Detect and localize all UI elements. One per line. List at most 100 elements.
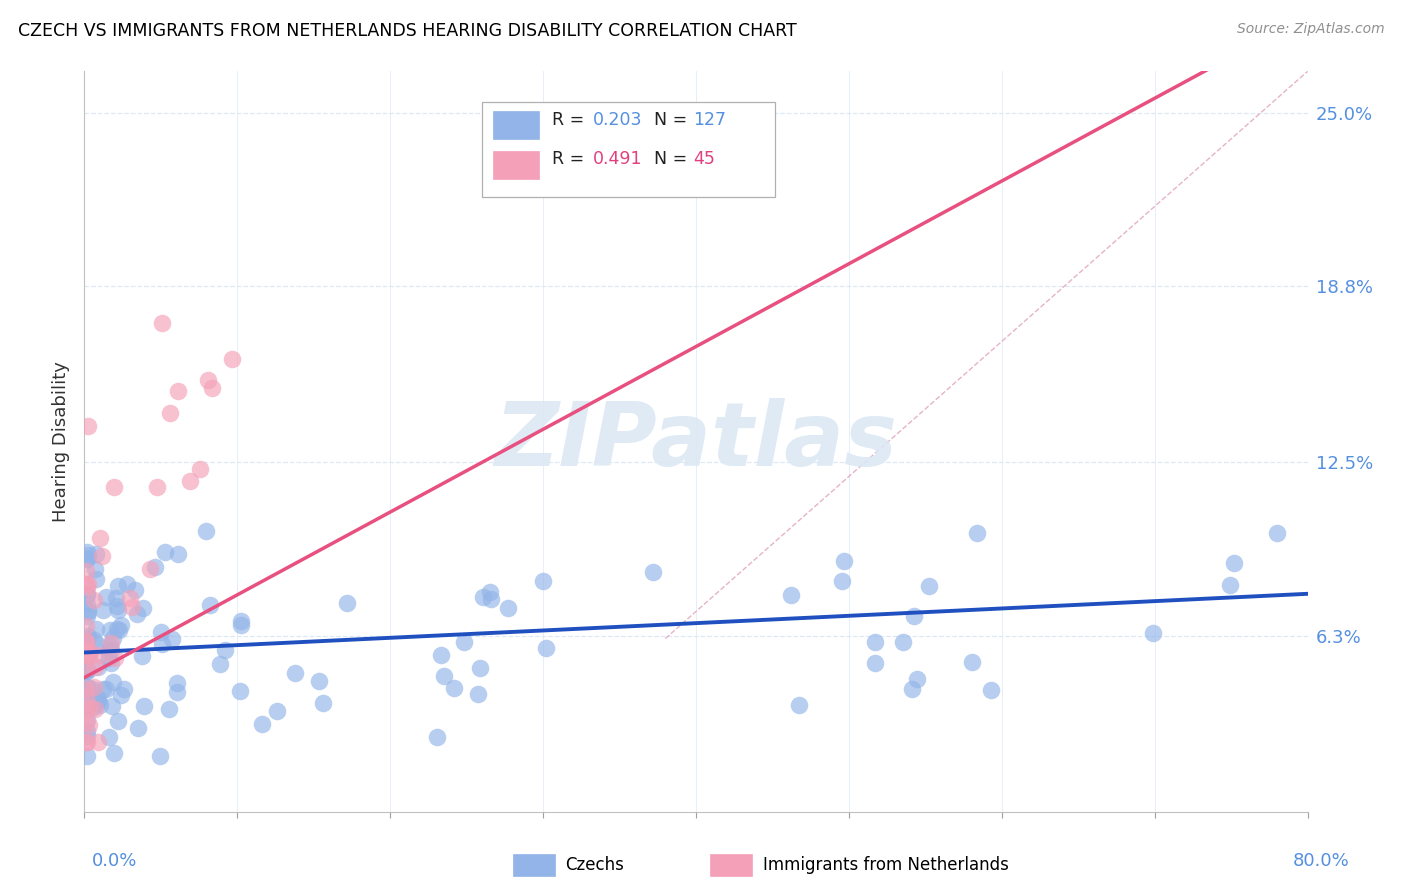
Point (534, 641, 557, 656)
Point (146, 480, 169, 494)
Point (84, 547, 107, 561)
Point (76, 663, 98, 677)
Point (470, 661, 492, 675)
Point (75, 618, 97, 632)
Point (188, 461, 211, 475)
Point (132, 699, 155, 714)
Point (901, 681, 924, 696)
Point (467, 687, 489, 701)
Text: CZECH VS IMMIGRANTS FROM NETHERLANDS HEARING DISABILITY CORRELATION CHART: CZECH VS IMMIGRANTS FROM NETHERLANDS HEA… (18, 22, 797, 40)
Text: R =: R = (551, 112, 589, 129)
Point (98, 623, 121, 637)
Text: 45: 45 (693, 151, 716, 169)
Point (77, 603, 100, 617)
Point (89, 698, 111, 713)
Point (200, 598, 222, 612)
Bar (494, 112, 540, 139)
Point (1142, 626, 1164, 640)
Point (91, 549, 114, 563)
Point (76, 588, 98, 602)
Point (103, 746, 125, 760)
Point (83, 701, 105, 715)
Point (77, 648, 100, 663)
Point (159, 406, 181, 420)
Point (100, 699, 122, 714)
Point (905, 672, 928, 686)
Point (831, 574, 853, 588)
Point (157, 701, 180, 715)
Text: N =: N = (654, 112, 693, 129)
Point (76, 659, 98, 673)
Point (120, 591, 142, 605)
Point (76, 632, 98, 646)
Point (112, 682, 135, 697)
Point (433, 669, 456, 683)
Point (150, 316, 173, 330)
Point (89, 531, 111, 545)
Point (75, 564, 97, 578)
Point (91, 681, 114, 696)
Point (229, 618, 252, 632)
Point (980, 683, 1002, 698)
Point (77, 605, 100, 619)
Point (76, 552, 98, 566)
Point (789, 698, 811, 712)
Point (139, 562, 162, 576)
Y-axis label: Hearing Disability: Hearing Disability (52, 361, 70, 522)
Point (87, 638, 110, 652)
Text: 80.0%: 80.0% (1294, 852, 1350, 870)
Point (308, 674, 330, 689)
Point (479, 591, 502, 606)
Point (76, 735, 98, 749)
Point (87, 692, 110, 706)
Point (201, 382, 224, 396)
Text: Immigrants from Netherlands: Immigrants from Netherlands (763, 856, 1010, 874)
Point (80, 700, 103, 714)
Point (155, 545, 177, 559)
Point (472, 591, 495, 605)
Point (312, 696, 335, 710)
Text: 0.203: 0.203 (593, 112, 643, 129)
Point (76, 577, 98, 591)
FancyBboxPatch shape (482, 103, 776, 197)
Point (83, 680, 105, 694)
Point (75, 681, 97, 696)
Point (496, 600, 519, 615)
Point (75, 690, 97, 704)
Point (893, 635, 915, 649)
Point (197, 373, 219, 387)
Point (266, 704, 288, 718)
Point (75, 645, 97, 659)
Point (110, 617, 132, 632)
Point (76, 551, 98, 566)
Point (76, 665, 98, 679)
Point (117, 577, 139, 591)
Point (97, 644, 120, 658)
Point (79, 645, 101, 659)
Point (76, 647, 98, 661)
Point (166, 547, 188, 561)
Point (103, 632, 125, 646)
Point (101, 675, 124, 690)
Point (76, 587, 98, 601)
Point (250, 716, 273, 731)
Point (75, 648, 97, 663)
Point (77, 645, 100, 659)
Point (86, 572, 108, 586)
Point (76, 729, 98, 743)
Point (1219, 578, 1241, 592)
Point (166, 685, 188, 699)
Point (166, 676, 188, 690)
Text: 0.491: 0.491 (593, 151, 643, 169)
Point (77, 419, 100, 434)
Point (903, 609, 925, 624)
Point (76, 650, 98, 665)
Point (131, 649, 153, 664)
Point (143, 560, 166, 574)
Point (107, 714, 129, 728)
Point (84, 622, 107, 636)
Point (75, 735, 97, 749)
Point (179, 474, 201, 488)
Point (162, 632, 184, 646)
Point (76, 663, 98, 677)
